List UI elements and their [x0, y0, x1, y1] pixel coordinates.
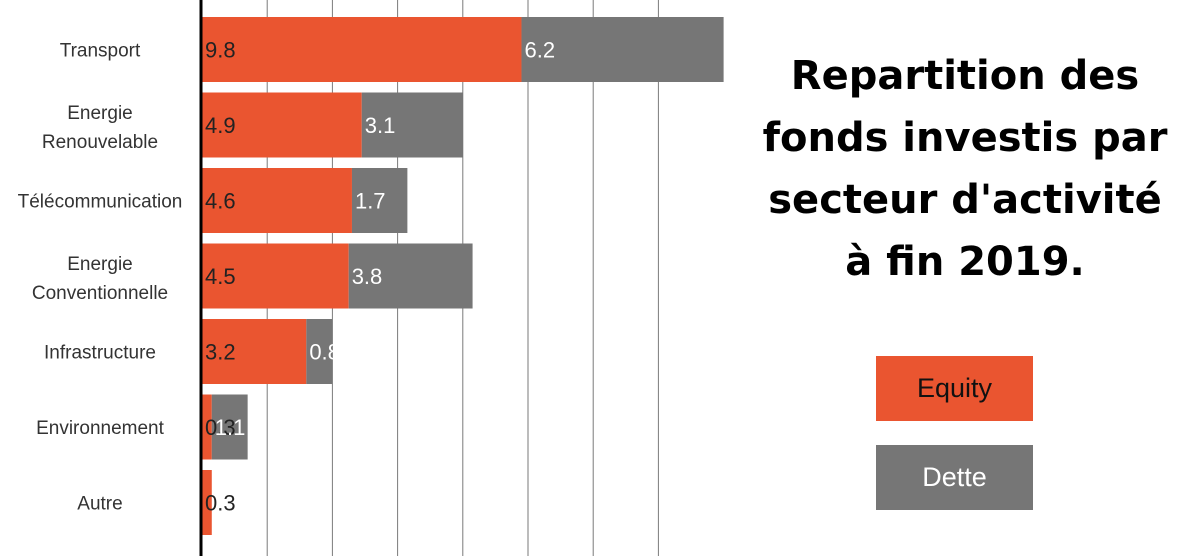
bar-equity	[202, 17, 522, 82]
value-label-equity: 0.3	[205, 415, 236, 440]
category-label: Environnement	[36, 418, 165, 439]
value-label-dette: 1.1	[215, 415, 246, 440]
bar-equity	[202, 243, 349, 309]
category-label: Télécommunication	[18, 192, 183, 213]
category-label: Energie Conventionnelle	[32, 254, 168, 304]
bar-equity	[202, 394, 212, 460]
bar-equity	[202, 470, 212, 535]
bar-dette	[348, 243, 473, 309]
value-label-equity: 4.9	[205, 113, 236, 138]
legend-equity-label: Equity	[916, 373, 993, 403]
bar-dette	[211, 394, 248, 460]
bars	[202, 17, 724, 535]
category-label: Infrastructure	[44, 343, 156, 364]
title-line-3: secteur d'activité	[768, 177, 1162, 223]
legend-dette-label: Dette	[922, 462, 987, 492]
category-label: Energie Renouvelable	[42, 103, 158, 153]
title-line-4: à fin 2019.	[845, 239, 1085, 285]
value-label-dette: 0.8	[309, 340, 340, 365]
bar-dette	[521, 17, 724, 82]
stacked-bar-chart: 9.8 6.24.9 3.14.6 1.74.5 3.83.2 0.80.31.10.3 …	[18, 0, 724, 556]
value-label-equity: 9.8	[205, 38, 236, 63]
value-label-dette: 6.2	[524, 38, 555, 63]
bar-equity	[202, 319, 307, 384]
value-label-dette: 1.7	[355, 189, 386, 214]
value-label-dette: 3.8	[352, 264, 383, 289]
value-labels: 9.8 6.24.9 3.14.6 1.74.5 3.83.2 0.80.31.10.3	[205, 38, 555, 516]
bar-dette	[351, 168, 408, 233]
legend-dette: Dette	[876, 445, 1033, 510]
title-line-1: Repartition des	[790, 53, 1140, 99]
title-line-2: fonds investis par	[762, 115, 1168, 161]
legend-equity: Equity	[876, 356, 1033, 421]
value-label-equity: 0.3	[205, 491, 236, 516]
category-label: Transport	[60, 41, 141, 62]
value-label-dette: 3.1	[365, 113, 396, 138]
bar-equity	[202, 168, 352, 233]
value-label-equity: 4.6	[205, 189, 236, 214]
bar-dette	[361, 92, 463, 158]
category-labels: Transport Energie Renouvelable Télécommunic…	[18, 41, 183, 515]
chart-title: Repartition des fonds investis par secte…	[740, 45, 1190, 293]
bar-equity	[202, 92, 362, 158]
value-label-equity: 4.5	[205, 264, 236, 289]
value-label-equity: 3.2	[205, 340, 236, 365]
category-label: Autre	[77, 494, 122, 515]
bar-dette	[306, 319, 333, 384]
